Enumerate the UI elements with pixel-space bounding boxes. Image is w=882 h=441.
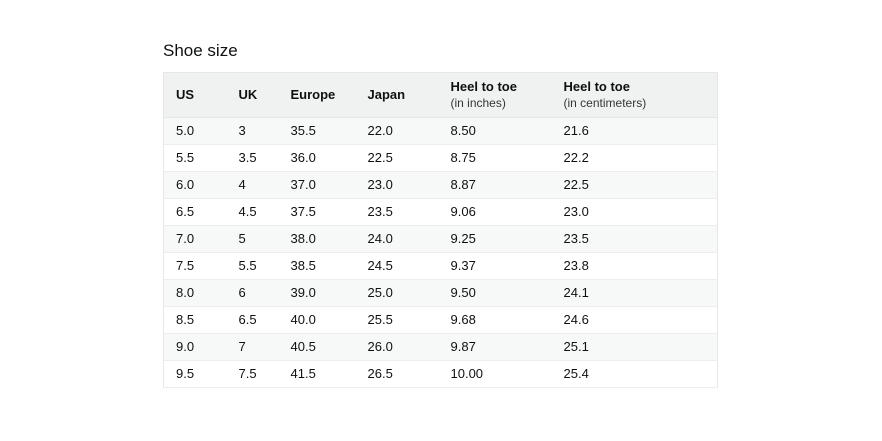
table-cell: 4.5 [226, 198, 279, 226]
table-cell: 4 [226, 171, 279, 199]
table-cell: 23.0 [355, 171, 439, 199]
table-body: 5.0 3 35.5 22.0 8.50 21.6 5.5 3.5 36.0 22.5 8.75 22… [163, 117, 718, 388]
table-cell: 26.5 [355, 360, 439, 388]
shoe-size-table: US UK Europe Japan Heel to toe (in inches) Hee… [163, 72, 718, 388]
table-cell: 22.2 [551, 144, 718, 172]
table-cell: 25.1 [551, 333, 718, 361]
page-title: Shoe size [163, 41, 238, 60]
table-cell: 5.0 [163, 117, 227, 145]
table-cell: 5 [226, 225, 279, 253]
table-cell: 25.5 [355, 306, 439, 334]
table-row: 9.0 7 40.5 26.0 9.87 25.1 [163, 333, 718, 361]
table-cell: 41.5 [278, 360, 356, 388]
table-cell: 10.00 [438, 360, 552, 388]
table-cell: 39.0 [278, 279, 356, 307]
table-cell: 5.5 [163, 144, 227, 172]
column-sublabel: (in centimeters) [563, 96, 647, 110]
table-cell: 24.0 [355, 225, 439, 253]
table-cell: 9.50 [438, 279, 552, 307]
table-cell: 38.5 [278, 252, 356, 280]
column-header-0-us: US [163, 72, 227, 118]
column-label: Japan [367, 87, 406, 102]
table-row: 5.0 3 35.5 22.0 8.50 21.6 [163, 117, 718, 145]
table-cell: 7.5 [163, 252, 227, 280]
column-label: Heel to toe [563, 79, 630, 94]
table-cell: 24.5 [355, 252, 439, 280]
table-cell: 8.5 [163, 306, 227, 334]
table-cell: 22.5 [551, 171, 718, 199]
table-row: 7.5 5.5 38.5 24.5 9.37 23.8 [163, 252, 718, 280]
size-chart-section: Shoe size US UK Europe Japan Heel to toe (in … [163, 40, 718, 388]
table-cell: 8.0 [163, 279, 227, 307]
table-header: US UK Europe Japan Heel to toe (in inches) Hee… [163, 72, 718, 118]
table-cell: 8.87 [438, 171, 552, 199]
table-cell: 22.5 [355, 144, 439, 172]
table-cell: 37.0 [278, 171, 356, 199]
column-label: Europe [290, 87, 336, 102]
table-cell: 6.5 [226, 306, 279, 334]
table-cell: 25.0 [355, 279, 439, 307]
table-header-row: US UK Europe Japan Heel to toe (in inches) Hee… [163, 72, 718, 118]
table-cell: 23.5 [355, 198, 439, 226]
table-cell: 5.5 [226, 252, 279, 280]
table-row: 9.5 7.5 41.5 26.5 10.00 25.4 [163, 360, 718, 388]
table-cell: 23.0 [551, 198, 718, 226]
table-cell: 23.5 [551, 225, 718, 253]
table-cell: 25.4 [551, 360, 718, 388]
column-label: UK [238, 87, 258, 102]
table-cell: 38.0 [278, 225, 356, 253]
column-header-1-uk: UK [226, 72, 279, 118]
column-header-5-heel-to-toe-in-centimeters: Heel to toe (in centimeters) [551, 72, 718, 118]
column-label: US [176, 87, 195, 102]
table-cell: 3.5 [226, 144, 279, 172]
table-row: 5.5 3.5 36.0 22.5 8.75 22.2 [163, 144, 718, 172]
table-cell: 6 [226, 279, 279, 307]
table-cell: 24.1 [551, 279, 718, 307]
table-cell: 40.5 [278, 333, 356, 361]
table-cell: 9.87 [438, 333, 552, 361]
column-header-3-japan: Japan [355, 72, 439, 118]
table-cell: 8.75 [438, 144, 552, 172]
table-cell: 35.5 [278, 117, 356, 145]
table-cell: 7.0 [163, 225, 227, 253]
table-cell: 22.0 [355, 117, 439, 145]
column-label: Heel to toe [450, 79, 517, 94]
table-cell: 40.0 [278, 306, 356, 334]
table-cell: 8.50 [438, 117, 552, 145]
table-row: 8.0 6 39.0 25.0 9.50 24.1 [163, 279, 718, 307]
table-cell: 9.5 [163, 360, 227, 388]
table-cell: 23.8 [551, 252, 718, 280]
column-header-2-europe: Europe [278, 72, 356, 118]
table-cell: 9.68 [438, 306, 552, 334]
table-cell: 36.0 [278, 144, 356, 172]
table-cell: 24.6 [551, 306, 718, 334]
table-row: 6.0 4 37.0 23.0 8.87 22.5 [163, 171, 718, 199]
table-cell: 9.37 [438, 252, 552, 280]
table-cell: 9.0 [163, 333, 227, 361]
table-cell: 9.25 [438, 225, 552, 253]
table-cell: 21.6 [551, 117, 718, 145]
column-header-4-heel-to-toe-in-inches: Heel to toe (in inches) [438, 72, 552, 118]
table-cell: 7.5 [226, 360, 279, 388]
table-cell: 6.0 [163, 171, 227, 199]
table-cell: 37.5 [278, 198, 356, 226]
table-cell: 3 [226, 117, 279, 145]
table-row: 6.5 4.5 37.5 23.5 9.06 23.0 [163, 198, 718, 226]
table-row: 8.5 6.5 40.0 25.5 9.68 24.6 [163, 306, 718, 334]
table-cell: 9.06 [438, 198, 552, 226]
table-cell: 7 [226, 333, 279, 361]
table-cell: 26.0 [355, 333, 439, 361]
column-sublabel: (in inches) [450, 96, 506, 110]
table-row: 7.0 5 38.0 24.0 9.25 23.5 [163, 225, 718, 253]
table-cell: 6.5 [163, 198, 227, 226]
